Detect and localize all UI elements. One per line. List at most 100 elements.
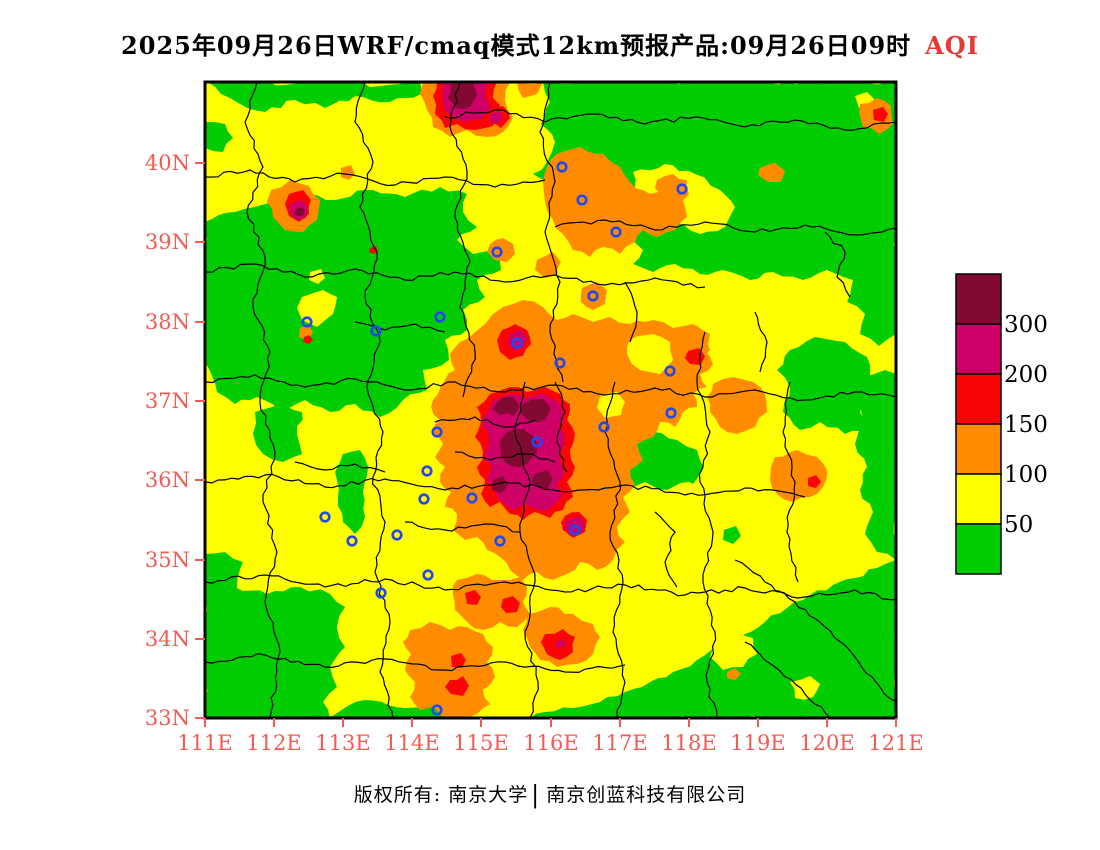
aqi-region-orange xyxy=(581,282,607,310)
city-marker-icon xyxy=(494,535,506,547)
aqi-region-orange xyxy=(341,165,355,180)
lon-label: 119E xyxy=(730,731,785,755)
aqi-region-yellow xyxy=(627,334,673,374)
aqi-region-red xyxy=(808,475,821,488)
boundary-line xyxy=(205,374,896,402)
legend-value-label: 300 xyxy=(1004,312,1048,338)
aqi-region-green xyxy=(325,700,447,718)
lon-label: 111E xyxy=(177,731,232,755)
legend-value-label: 200 xyxy=(1004,362,1048,388)
city-marker-icon xyxy=(531,436,543,448)
city-marker-icon xyxy=(391,529,403,541)
lon-label: 120E xyxy=(799,731,854,755)
aqi-region-red xyxy=(369,246,378,254)
aqi-region-orange xyxy=(727,668,741,680)
aqi-region-maroon xyxy=(294,207,305,217)
boundary-line xyxy=(354,82,394,718)
aqi-region-green xyxy=(205,122,233,152)
boundary-line xyxy=(434,416,536,428)
city-marker-icon xyxy=(554,357,566,369)
city-marker-icon xyxy=(664,365,676,377)
city-marker-icon xyxy=(301,316,313,328)
aqi-region-red xyxy=(445,676,469,696)
city-marker-icon xyxy=(556,161,568,173)
city-marker-icon xyxy=(319,511,331,523)
legend-value-label: 100 xyxy=(1004,462,1048,488)
aqi-region-orange xyxy=(707,377,767,434)
aqi-region-yellow xyxy=(790,676,820,700)
legend-swatch-green xyxy=(955,523,1002,575)
city-marker-icon xyxy=(576,194,588,206)
aqi-contour-regions xyxy=(205,82,896,718)
lat-label: 38N xyxy=(145,310,190,334)
lon-label: 116E xyxy=(523,731,578,755)
aqi-region-green xyxy=(723,526,741,544)
lon-label: 114E xyxy=(384,731,439,755)
boundary-line xyxy=(624,281,638,343)
boundary-line xyxy=(404,521,521,533)
city-marker-icon xyxy=(431,704,443,716)
boundary-line xyxy=(294,461,386,473)
boundary-line xyxy=(205,263,706,289)
city-marker-icon xyxy=(431,426,443,438)
boundary-line xyxy=(454,451,556,463)
legend-value-label: 50 xyxy=(1004,512,1033,538)
boundary-line xyxy=(205,169,546,188)
copyright-text: 版权所有: 南京大学 | 南京创蓝科技有限公司 xyxy=(0,780,1100,809)
aqi-region-orange xyxy=(770,450,827,502)
aqi-region-red xyxy=(465,590,481,605)
legend-swatch-magenta xyxy=(955,323,1002,375)
aqi-region-orange xyxy=(517,82,543,98)
city-marker-icon xyxy=(370,325,382,337)
aqi-region-yellow xyxy=(710,630,757,670)
title-text: 2025年09月26日WRF/cmaq模式12km预报产品:09月26日09时 xyxy=(121,31,912,60)
aqi-region-green xyxy=(205,187,501,417)
lat-label: 34N xyxy=(145,627,190,651)
page-title: 2025年09月26日WRF/cmaq模式12km预报产品:09月26日09时 A… xyxy=(0,26,1100,61)
boundary-line xyxy=(554,381,568,473)
aqi-region-orange xyxy=(655,174,689,202)
lon-label: 117E xyxy=(592,731,647,755)
city-marker-icon xyxy=(676,183,688,195)
title-pollutant-label: AQI xyxy=(925,31,979,60)
boundary-line xyxy=(734,559,896,703)
aqi-region-green xyxy=(777,337,873,434)
boundary-line xyxy=(539,82,564,383)
lon-label: 115E xyxy=(453,731,508,755)
boundary-line xyxy=(444,109,896,131)
copyright-separator: | xyxy=(531,781,541,809)
boundary-line xyxy=(744,641,831,718)
boundary-line xyxy=(514,381,539,718)
aqi-region-orange xyxy=(452,574,530,630)
city-markers xyxy=(301,161,688,716)
city-marker-icon xyxy=(421,465,433,477)
lat-label: 35N xyxy=(145,548,190,572)
city-marker-icon xyxy=(598,421,610,433)
legend-swatch-yellow xyxy=(955,473,1002,525)
boundary-line xyxy=(604,381,626,718)
city-marker-icon xyxy=(569,524,581,536)
legend-swatch-maroon xyxy=(955,273,1002,325)
aqi-region-orange xyxy=(758,163,785,182)
aqi-region-green xyxy=(205,587,345,718)
city-marker-icon xyxy=(587,290,599,302)
aqi-region-green xyxy=(335,450,368,534)
city-marker-icon xyxy=(665,407,677,419)
boundary-line xyxy=(244,82,281,718)
lon-label: 113E xyxy=(315,731,370,755)
boundary-line xyxy=(205,653,626,674)
aqi-region-maroon xyxy=(531,470,553,489)
aqi-region-orange xyxy=(535,252,561,278)
aqi-region-red xyxy=(501,596,520,613)
legend-swatch-red xyxy=(955,373,1002,425)
city-marker-icon xyxy=(491,246,503,258)
boundary-line xyxy=(654,511,678,588)
aqi-region-magenta xyxy=(555,640,566,648)
aqi-region-green xyxy=(208,82,422,112)
boundary-line xyxy=(205,574,896,601)
boundary-line xyxy=(554,219,896,236)
lat-label: 37N xyxy=(145,389,190,413)
